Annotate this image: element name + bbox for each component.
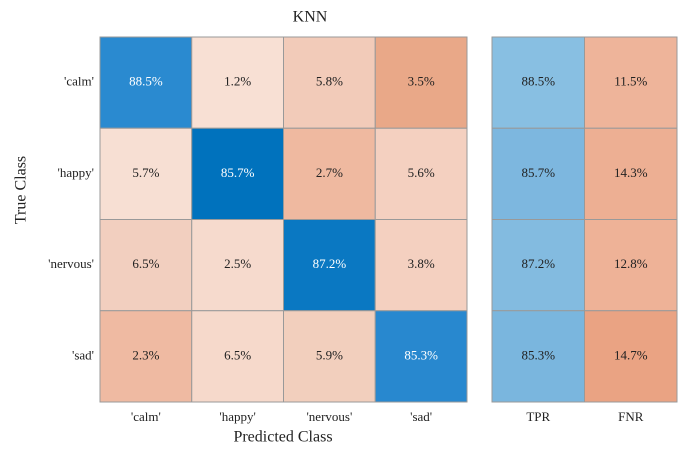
cell-label: 5.7% xyxy=(132,165,159,180)
cell xyxy=(191,127,284,220)
cell-label: 85.7% xyxy=(221,165,255,180)
cell-label: 2.3% xyxy=(132,347,159,362)
cell xyxy=(191,36,284,129)
summary-cell xyxy=(491,127,585,220)
cell-label: 1.2% xyxy=(224,74,251,89)
chart-title: KNN xyxy=(293,9,328,26)
x-tick-label: 'sad' xyxy=(410,409,432,424)
cell-label: 3.8% xyxy=(408,256,435,271)
cell xyxy=(99,36,193,129)
summary-label: 14.7% xyxy=(614,347,648,362)
cell xyxy=(374,36,468,129)
summary-label: 87.2% xyxy=(521,256,555,271)
cell xyxy=(283,36,376,129)
cell-label: 2.5% xyxy=(224,256,251,271)
cell-label: 85.3% xyxy=(404,347,438,362)
summary-label: 11.5% xyxy=(614,74,647,89)
cell-label: 87.2% xyxy=(313,256,347,271)
cell xyxy=(99,127,193,220)
cell-label: 2.7% xyxy=(316,165,343,180)
summary-cell xyxy=(491,219,585,312)
cell-label: 5.9% xyxy=(316,347,343,362)
cell-label: 3.5% xyxy=(408,74,435,89)
cell-label: 6.5% xyxy=(132,256,159,271)
summary-cell xyxy=(584,36,678,129)
summary-cell xyxy=(584,219,678,312)
cell xyxy=(374,127,468,220)
summary-label: 88.5% xyxy=(521,74,555,89)
summary-label: 12.8% xyxy=(614,256,648,271)
summary-label: 85.7% xyxy=(521,165,555,180)
cell-label: 5.8% xyxy=(316,74,343,89)
summary-cell xyxy=(584,310,678,403)
cell xyxy=(283,310,376,403)
y-tick-label: 'happy' xyxy=(58,165,94,180)
summary-tick-label: TPR xyxy=(526,409,550,424)
x-axis-label: Predicted Class xyxy=(233,429,332,446)
x-tick-label: 'happy' xyxy=(219,409,255,424)
summary-tick-label: FNR xyxy=(618,409,644,424)
summary-cell xyxy=(491,36,585,129)
summary-label: 14.3% xyxy=(614,165,648,180)
summary-cell xyxy=(491,310,585,403)
cell-label: 6.5% xyxy=(224,347,251,362)
x-tick-label: 'nervous' xyxy=(306,409,352,424)
y-tick-label: 'nervous' xyxy=(48,256,94,271)
cell-label: 5.6% xyxy=(408,165,435,180)
summary-cell xyxy=(584,127,678,220)
x-tick-label: 'calm' xyxy=(131,409,161,424)
cell xyxy=(374,310,468,403)
cell-label: 88.5% xyxy=(129,74,163,89)
cell xyxy=(374,219,468,312)
summary-label: 85.3% xyxy=(521,347,555,362)
cell xyxy=(99,310,193,403)
y-tick-label: 'calm' xyxy=(64,74,94,89)
y-axis-label: True Class xyxy=(13,156,30,224)
cell xyxy=(191,310,284,403)
cell xyxy=(191,219,284,312)
y-tick-label: 'sad' xyxy=(72,347,94,362)
